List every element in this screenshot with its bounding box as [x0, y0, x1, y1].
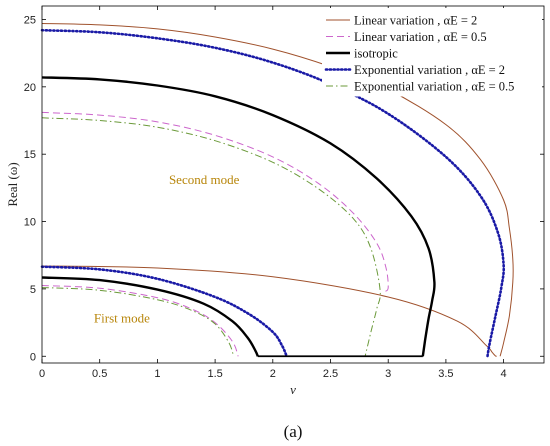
chart-curves	[40, 23, 514, 358]
series-0	[41, 23, 514, 357]
y-tick-label: 15	[24, 149, 36, 161]
series-3-mode-1-line	[40, 265, 288, 358]
series-4	[41, 117, 381, 357]
legend-entry-label: Linear variation , αE = 0.5	[354, 30, 487, 44]
y-tick-label: 20	[24, 82, 36, 94]
x-tick-label: 4	[501, 368, 507, 380]
x-tick-label: 2.5	[323, 368, 338, 380]
annotation-label: First mode	[94, 311, 150, 326]
x-tick-label: 1	[154, 368, 160, 380]
y-tick-label: 5	[30, 284, 36, 296]
x-tick-label: 2	[270, 368, 276, 380]
plot-frame	[41, 5, 545, 364]
figure-caption: (a)	[284, 422, 303, 441]
y-tick-label: 10	[24, 217, 36, 229]
legend-entry-label: isotropic	[354, 47, 398, 61]
chart-annotations: Second mode First mode	[94, 172, 240, 326]
legend-entry-label: Linear variation , αE = 2	[354, 14, 477, 28]
x-tick-label: 0	[39, 368, 45, 380]
y-axis-label: Real (ω)	[5, 162, 20, 206]
series-2-mode-1-line	[41, 276, 259, 357]
x-tick-label: 1.5	[207, 368, 222, 380]
annotation-label: Second mode	[169, 172, 240, 187]
chart-legend: Linear variation , αE = 2 Linear variatio…	[322, 8, 542, 97]
series-3-mode-2-line	[40, 28, 506, 358]
series-3	[40, 28, 506, 358]
series-2-mode-2-line	[41, 76, 436, 357]
x-tick-label: 3.5	[438, 368, 453, 380]
legend-entry-label: Exponential variation , αE = 0.5	[354, 80, 514, 94]
x-tick-label: 3	[385, 368, 391, 380]
legend-box	[322, 8, 542, 97]
series-1-mode-2-line	[41, 111, 389, 293]
series-0-mode-1-line	[41, 265, 497, 357]
series-1-mode-1-line	[41, 285, 239, 357]
x-axis-ticks: 0 0.5 1 1.5 2 2.5 3 3.5 4	[39, 6, 507, 380]
y-tick-label: 25	[24, 14, 36, 26]
legend-entry-label: Exponential variation , αE = 2	[354, 63, 505, 77]
series-1	[41, 111, 389, 357]
y-tick-label: 0	[30, 351, 36, 363]
series-2	[41, 76, 436, 357]
x-tick-label: 0.5	[92, 368, 107, 380]
series-0-mode-2-line	[41, 23, 514, 357]
x-axis-label: v	[290, 382, 296, 397]
y-axis-ticks: 0 5 10 15 20 25	[24, 14, 544, 363]
